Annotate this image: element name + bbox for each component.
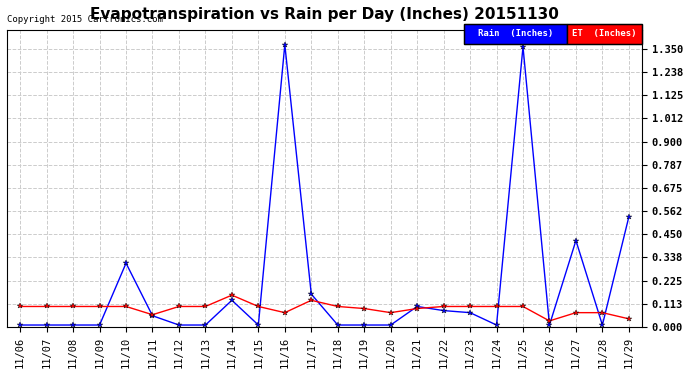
Rain  (Inches) xyxy=(360,323,368,327)
ET  (Inches) xyxy=(493,304,501,309)
Rain  (Inches) xyxy=(148,314,157,318)
Rain  (Inches) xyxy=(386,323,395,327)
Rain  (Inches) xyxy=(69,323,77,327)
ET  (Inches) xyxy=(69,304,77,309)
ET  (Inches) xyxy=(413,306,422,311)
Rain  (Inches) xyxy=(254,323,262,327)
Title: Evapotranspiration vs Rain per Day (Inches) 20151130: Evapotranspiration vs Rain per Day (Inch… xyxy=(90,7,559,22)
Rain  (Inches) xyxy=(201,323,210,327)
Rain  (Inches) xyxy=(493,323,501,327)
Rain  (Inches) xyxy=(16,323,24,327)
ET  (Inches) xyxy=(572,310,580,315)
Rain  (Inches) xyxy=(122,261,130,266)
Rain  (Inches) xyxy=(333,323,342,327)
Text: Copyright 2015 Cartronics.com: Copyright 2015 Cartronics.com xyxy=(7,15,163,24)
Rain  (Inches) xyxy=(545,323,553,327)
Rain  (Inches) xyxy=(307,292,315,296)
Rain  (Inches) xyxy=(228,298,236,303)
ET  (Inches) xyxy=(95,304,104,309)
ET  (Inches) xyxy=(16,304,24,309)
ET  (Inches) xyxy=(307,298,315,303)
ET  (Inches) xyxy=(519,304,527,309)
Rain  (Inches) xyxy=(572,238,580,243)
Rain  (Inches) xyxy=(519,45,527,49)
Line: ET  (Inches): ET (Inches) xyxy=(17,292,631,324)
Rain  (Inches) xyxy=(440,308,448,313)
Rain  (Inches) xyxy=(466,310,474,315)
ET  (Inches) xyxy=(545,319,553,323)
ET  (Inches) xyxy=(201,304,210,309)
Rain  (Inches) xyxy=(624,214,633,219)
ET  (Inches) xyxy=(228,293,236,297)
Rain  (Inches) xyxy=(95,323,104,327)
ET  (Inches) xyxy=(624,316,633,321)
ET  (Inches) xyxy=(598,310,607,315)
ET  (Inches) xyxy=(43,304,51,309)
ET  (Inches) xyxy=(466,304,474,309)
ET  (Inches) xyxy=(254,304,262,309)
ET  (Inches) xyxy=(148,312,157,317)
ET  (Inches) xyxy=(333,304,342,309)
Rain  (Inches) xyxy=(175,323,183,327)
ET  (Inches) xyxy=(386,310,395,315)
ET  (Inches) xyxy=(440,304,448,309)
Rain  (Inches) xyxy=(281,42,289,47)
Line: Rain  (Inches): Rain (Inches) xyxy=(17,42,631,328)
ET  (Inches) xyxy=(360,306,368,311)
Rain  (Inches) xyxy=(413,304,422,309)
ET  (Inches) xyxy=(122,304,130,309)
Rain  (Inches) xyxy=(43,323,51,327)
ET  (Inches) xyxy=(281,310,289,315)
ET  (Inches) xyxy=(175,304,183,309)
Rain  (Inches) xyxy=(598,323,607,327)
